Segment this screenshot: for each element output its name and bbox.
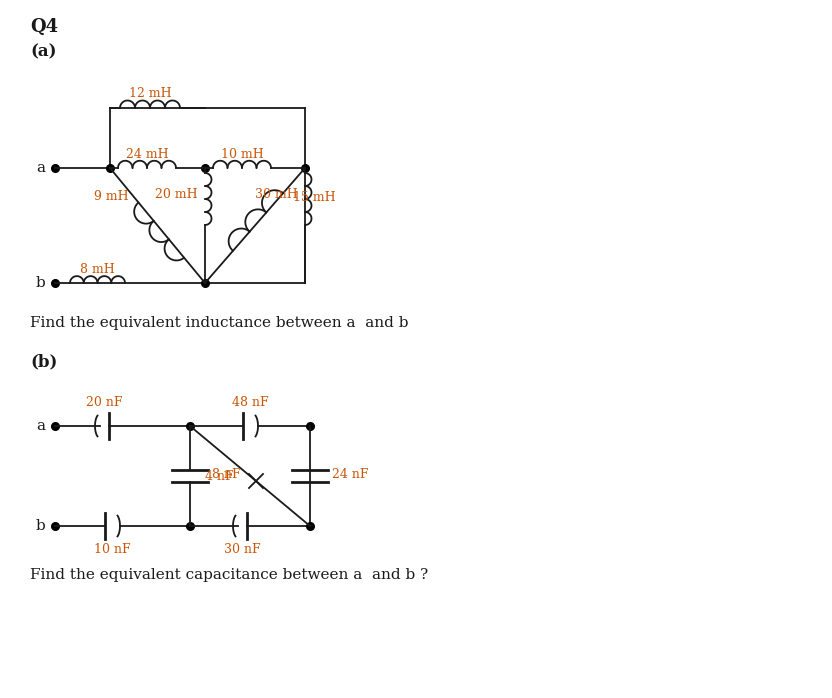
Text: 24 nF: 24 nF xyxy=(332,468,369,480)
Text: Q4: Q4 xyxy=(30,18,58,36)
Text: Find the equivalent inductance between a  and b: Find the equivalent inductance between a… xyxy=(30,316,409,330)
Text: (a): (a) xyxy=(30,43,57,60)
Text: 9 mH: 9 mH xyxy=(94,191,129,203)
Text: b: b xyxy=(35,519,45,533)
Text: 20 mH: 20 mH xyxy=(156,188,198,200)
Text: 10 mH: 10 mH xyxy=(220,148,264,161)
Text: a: a xyxy=(36,419,45,433)
Text: 48 nF: 48 nF xyxy=(231,396,268,409)
Text: 30 mH: 30 mH xyxy=(255,188,298,200)
Text: 15 mH: 15 mH xyxy=(293,191,335,204)
Text: (b): (b) xyxy=(30,353,57,370)
Text: 10 nF: 10 nF xyxy=(94,543,131,556)
Text: 8 nF: 8 nF xyxy=(212,468,240,480)
Text: a: a xyxy=(36,161,45,175)
Text: 30 nF: 30 nF xyxy=(224,543,260,556)
Text: 4 nF: 4 nF xyxy=(206,470,234,482)
Text: Find the equivalent capacitance between a  and b ?: Find the equivalent capacitance between … xyxy=(30,568,428,582)
Text: 12 mH: 12 mH xyxy=(129,87,171,100)
Text: 24 mH: 24 mH xyxy=(126,148,168,161)
Text: 20 nF: 20 nF xyxy=(87,396,123,409)
Text: 8 mH: 8 mH xyxy=(80,263,115,276)
Text: b: b xyxy=(35,276,45,290)
